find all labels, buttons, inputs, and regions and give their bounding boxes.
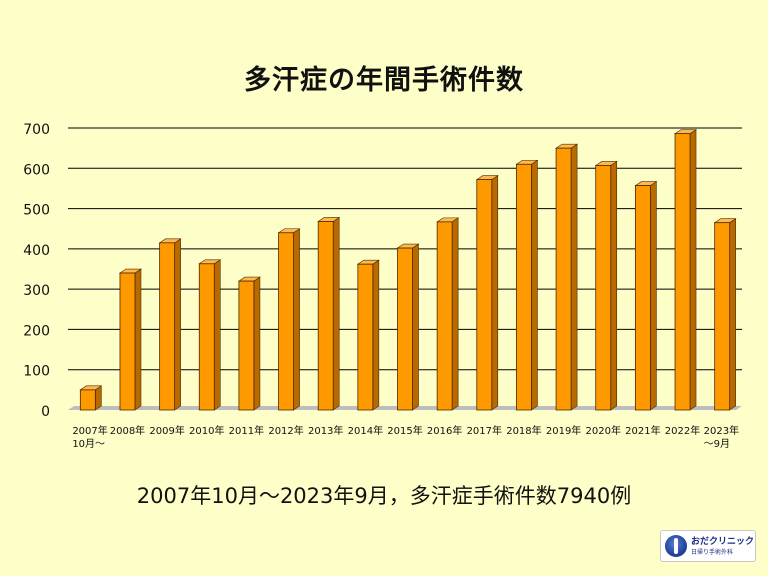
x-tick-label: 2018年 <box>506 424 541 437</box>
bar-side <box>451 217 459 411</box>
x-tick-label: 2022年 <box>665 424 700 437</box>
bar <box>278 232 294 411</box>
bar-side <box>174 238 181 411</box>
bar <box>555 147 572 411</box>
x-tick-label: 2019年 <box>546 424 581 437</box>
logo-subtitle: 日帰り手術外科 <box>691 549 734 556</box>
x-tick-label: 2017年 <box>467 424 502 437</box>
y-tick-label: 500 <box>23 203 50 219</box>
y-tick-label: 700 <box>23 122 50 138</box>
logo-mark-icon <box>665 535 687 557</box>
x-tick-label: 2013年 <box>308 424 343 437</box>
bar-side <box>134 268 142 411</box>
bar <box>238 280 255 411</box>
y-tick-label: 100 <box>23 364 50 380</box>
bar <box>357 263 374 411</box>
bar-side <box>332 216 340 411</box>
bar <box>198 263 215 411</box>
bar <box>595 165 612 411</box>
x-tick-label: 2021年 <box>625 424 660 437</box>
y-tick-label: 600 <box>23 162 50 178</box>
x-tick-label: 2020年 <box>586 424 621 437</box>
x-tick-label: 2015年 <box>387 424 422 437</box>
bar-side <box>729 218 736 411</box>
x-tick-label: 2014年 <box>348 424 383 437</box>
bar <box>516 163 532 411</box>
x-tick-label: 2008年 <box>110 424 145 437</box>
bar-side <box>253 276 261 411</box>
bar <box>79 389 96 411</box>
x-tick-label: 2009年 <box>149 424 184 437</box>
bar <box>634 185 651 411</box>
bar <box>674 133 691 411</box>
x-tick-label: 2011年 <box>229 424 264 437</box>
logo-name: おだクリニック <box>691 537 755 547</box>
y-tick-label: 300 <box>23 283 50 299</box>
bar-side <box>293 228 300 411</box>
chart-title: 多汗症の年間手術件数 <box>244 65 524 96</box>
x-tick-label: 2016年 <box>427 424 462 437</box>
bar <box>317 221 334 411</box>
bar-side <box>689 129 697 411</box>
bar-side <box>412 243 419 411</box>
x-tick-label: 2023年〜9月 <box>704 424 739 450</box>
bar-side <box>213 259 221 411</box>
y-tick-label: 400 <box>23 243 50 259</box>
x-tick-label: 2007年 10月〜 <box>72 424 107 450</box>
bar-side <box>570 143 578 411</box>
bar-side <box>531 159 538 411</box>
bar-side <box>491 175 499 411</box>
bar <box>397 247 413 411</box>
x-tick-label: 2010年 <box>189 424 224 437</box>
bar-side <box>650 181 657 411</box>
y-tick-label: 200 <box>23 323 50 339</box>
bar <box>476 179 493 411</box>
caption-text: 2007年10月〜2023年9月，多汗症手術件数7940例 <box>136 484 632 508</box>
bar <box>436 221 453 411</box>
bar-chart: 0 100 200 300 400 500 600 700 2007年 10月〜2008年 2009… <box>23 122 742 450</box>
y-tick-label: 0 <box>41 404 50 420</box>
bar <box>159 242 176 411</box>
bar-side <box>372 259 380 411</box>
x-tick-label: 2012年 <box>268 424 303 437</box>
bar <box>714 222 731 411</box>
bar-side <box>610 160 618 411</box>
bar <box>119 272 136 411</box>
clinic-logo: おだクリニック 日帰り手術外科 <box>660 530 756 562</box>
